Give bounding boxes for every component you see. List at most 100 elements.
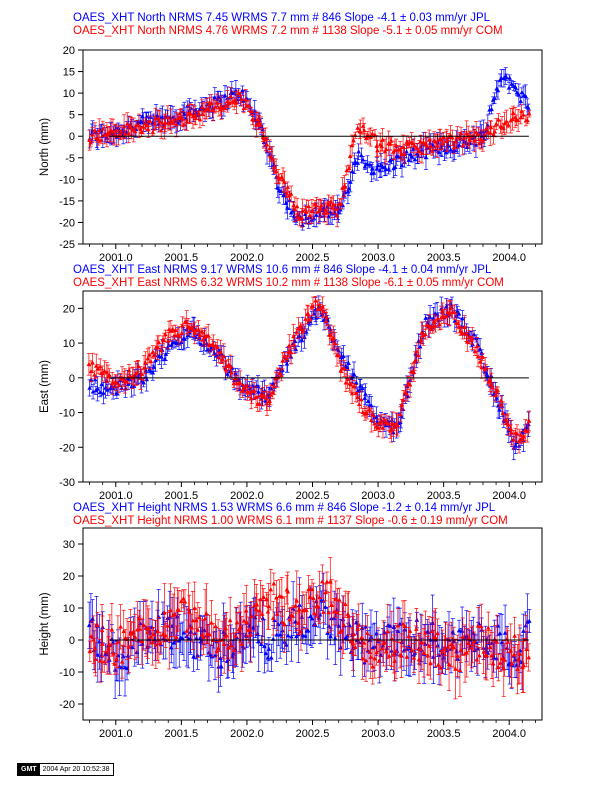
data-point [375, 419, 380, 424]
data-point [193, 115, 199, 121]
y-tick-label: 0 [69, 373, 75, 385]
data-point [87, 385, 92, 390]
data-point [336, 353, 342, 358]
data-point [456, 142, 462, 147]
series-header-com: OAES_XHT Height NRMS 1.00 WRMS 6.1 mm # … [73, 515, 508, 527]
x-tick-label: 2001.5 [165, 252, 199, 264]
data-point [284, 191, 289, 196]
data-point [356, 401, 362, 407]
data-point [257, 401, 263, 406]
data-point [135, 370, 140, 375]
data-point [95, 652, 101, 657]
data-point [100, 126, 106, 131]
data-point [331, 335, 336, 341]
data-point [285, 205, 290, 210]
data-point [360, 385, 365, 391]
x-tick-label: 2002.5 [296, 490, 330, 502]
data-point [353, 390, 359, 396]
data-point [294, 329, 299, 334]
data-point [157, 118, 162, 124]
data-point [210, 107, 216, 113]
data-point [107, 131, 112, 136]
data-point [495, 87, 501, 93]
data-point [351, 138, 356, 143]
data-point [316, 208, 322, 213]
data-point [485, 373, 490, 378]
data-point [365, 398, 371, 403]
data-point [289, 634, 294, 639]
data-point [516, 438, 522, 443]
data-point [146, 352, 152, 357]
data-point [471, 332, 477, 337]
data-point [341, 365, 347, 371]
data-point [358, 383, 363, 388]
data-point [228, 93, 233, 99]
data-point [526, 421, 531, 427]
data-point [277, 632, 283, 637]
data-point [435, 316, 440, 321]
data-point [392, 164, 398, 170]
data-point [400, 397, 406, 402]
data-point [487, 377, 493, 382]
data-point [86, 622, 92, 628]
data-point [356, 149, 361, 154]
data-point [258, 122, 264, 127]
data-point [488, 373, 494, 378]
data-point [260, 615, 266, 621]
data-point [279, 372, 284, 378]
data-point [284, 361, 290, 366]
data-point [505, 422, 511, 427]
data-point [515, 117, 521, 123]
data-point [392, 424, 397, 429]
data-point [236, 90, 241, 96]
data-point [163, 331, 168, 337]
x-tick-label: 2004.0 [492, 252, 526, 264]
data-point [476, 131, 481, 136]
data-point [369, 166, 375, 171]
data-point [122, 132, 128, 137]
data-point [116, 382, 122, 387]
y-tick-label: 10 [63, 338, 75, 350]
data-point [284, 642, 289, 647]
data-point [181, 121, 187, 127]
data-point [243, 96, 249, 102]
data-point [514, 431, 520, 436]
data-point [387, 423, 393, 428]
data-point [412, 156, 418, 162]
data-point [380, 425, 386, 430]
data-point [358, 129, 363, 134]
data-point [285, 633, 291, 638]
data-point [134, 649, 140, 654]
data-point [118, 129, 124, 134]
data-point [262, 643, 267, 649]
data-point [225, 371, 230, 376]
data-point [362, 395, 368, 400]
data-point [239, 96, 244, 101]
data-point [317, 612, 323, 617]
data-point [321, 308, 327, 313]
data-point [419, 150, 425, 155]
data-point [138, 118, 144, 123]
data-point [294, 203, 300, 209]
y-tick-label: 15 [63, 67, 75, 79]
data-point [404, 391, 409, 396]
data-point [472, 137, 477, 143]
x-tick-label: 2001.0 [99, 490, 133, 502]
data-point [136, 123, 142, 128]
data-point [428, 144, 434, 149]
data-point [343, 380, 349, 385]
data-point [218, 349, 223, 354]
data-point [489, 106, 494, 112]
y-tick-label: -20 [59, 217, 75, 229]
data-point [92, 377, 98, 382]
y-tick-label: -5 [65, 153, 75, 165]
data-point [272, 165, 277, 170]
data-point [371, 170, 377, 175]
data-point [346, 360, 351, 365]
data-point [263, 650, 269, 656]
data-point [522, 427, 528, 433]
data-point [351, 383, 357, 389]
y-tick-label: -15 [59, 196, 75, 208]
data-point [110, 380, 116, 385]
data-point [313, 212, 319, 217]
